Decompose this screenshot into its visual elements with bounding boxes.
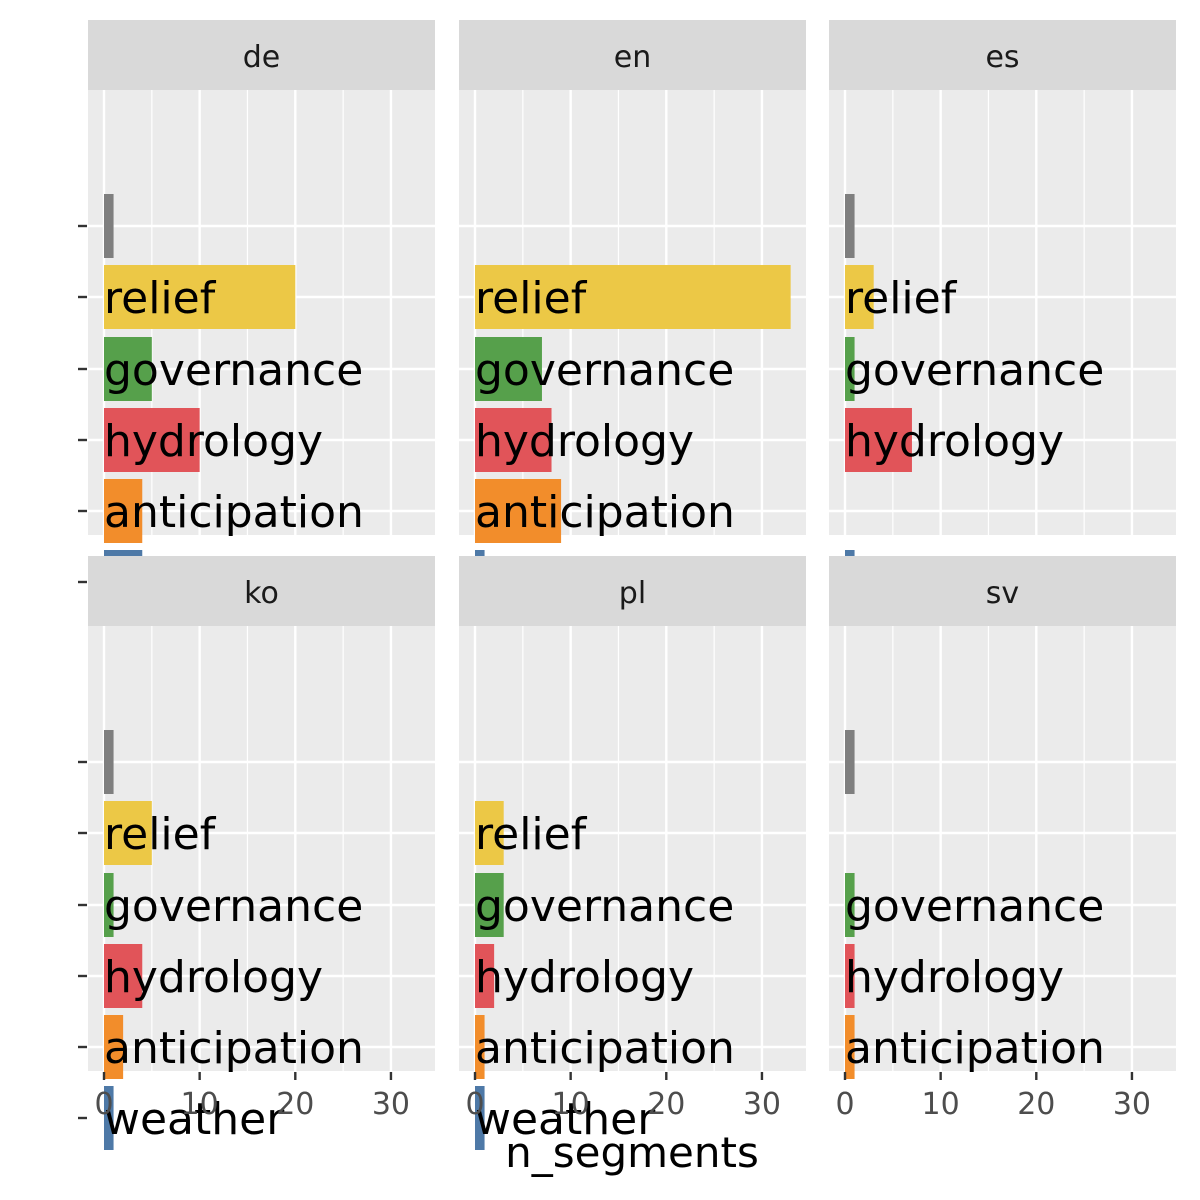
x-tick-label: 0 <box>94 1087 113 1122</box>
bar-label: relief <box>475 809 588 860</box>
bar <box>104 801 152 865</box>
facet-strip-label: pl <box>619 576 646 611</box>
bar-label: hydrology <box>104 952 323 1003</box>
bar-label: hydrology <box>845 416 1064 467</box>
bar <box>845 194 855 258</box>
x-tick-label: 20 <box>1017 1087 1055 1122</box>
bar-label: relief <box>845 273 958 324</box>
facet-strip-label: de <box>243 40 281 75</box>
bar <box>104 1086 114 1150</box>
bar <box>475 265 791 329</box>
facet-strip-label: es <box>985 40 1019 75</box>
bar <box>104 873 114 937</box>
bar-label: governance <box>845 881 1104 932</box>
bar-label: hydrology <box>104 416 323 467</box>
bar-label: weather <box>475 1094 656 1145</box>
bar-label: anticipation <box>475 1023 735 1074</box>
bar-label: hydrology <box>475 416 694 467</box>
bar <box>475 801 504 865</box>
x-tick-label: 20 <box>647 1087 685 1122</box>
bar-label: anticipation <box>845 1023 1105 1074</box>
x-tick-label: 10 <box>922 1087 960 1122</box>
bar <box>845 265 874 329</box>
bar <box>845 944 855 1008</box>
bar-label: hydrology <box>845 952 1064 1003</box>
x-tick-label: 20 <box>276 1087 314 1122</box>
facet-strip-label: en <box>614 40 651 75</box>
bar <box>104 730 114 794</box>
bar-label: anticipation <box>104 487 364 538</box>
bar-label: hydrology <box>475 952 694 1003</box>
bar-label: anticipation <box>104 1023 364 1074</box>
bar <box>104 337 152 401</box>
x-tick-label: 30 <box>372 1087 410 1122</box>
bar-label: relief <box>475 273 588 324</box>
bar-label: relief <box>104 273 217 324</box>
bar <box>104 479 143 543</box>
x-tick-label: 30 <box>743 1087 781 1122</box>
bar-label: governance <box>475 345 734 396</box>
bar <box>104 1015 124 1079</box>
x-tick-label: 10 <box>552 1087 590 1122</box>
bar-label: governance <box>104 345 363 396</box>
bar <box>475 479 562 543</box>
bar-label: governance <box>104 881 363 932</box>
bar <box>475 1015 485 1079</box>
x-tick-label: 0 <box>465 1087 484 1122</box>
bar <box>104 408 200 472</box>
bar <box>104 194 114 258</box>
bar <box>475 944 495 1008</box>
bar-label: anticipation <box>475 487 735 538</box>
panel-background <box>829 626 1176 1071</box>
bar <box>475 408 552 472</box>
bar <box>104 944 143 1008</box>
bar-label: governance <box>475 881 734 932</box>
facet-strip <box>459 20 806 90</box>
bar <box>475 337 542 401</box>
bar <box>845 408 912 472</box>
bar <box>845 337 855 401</box>
bar <box>104 265 296 329</box>
x-tick-label: 10 <box>181 1087 219 1122</box>
bar <box>845 730 855 794</box>
facet-strip <box>459 556 806 626</box>
x-tick-label: 0 <box>835 1087 854 1122</box>
x-tick-label: 30 <box>1113 1087 1151 1122</box>
bar-label: weather <box>104 1094 285 1145</box>
panel-background <box>459 626 806 1071</box>
facet-strip-label: sv <box>986 576 1019 611</box>
x-axis-title: n_segments <box>505 1128 759 1177</box>
facet-strip <box>829 20 1176 90</box>
facet-strip <box>829 556 1176 626</box>
facet-strip-label: ko <box>244 576 279 611</box>
bar <box>475 873 504 937</box>
bar-label: relief <box>104 809 217 860</box>
facet-strip <box>88 556 435 626</box>
bar <box>475 1086 485 1150</box>
bar-label: governance <box>845 345 1104 396</box>
bar <box>845 873 855 937</box>
bar <box>845 1015 855 1079</box>
facet-strip <box>88 20 435 90</box>
